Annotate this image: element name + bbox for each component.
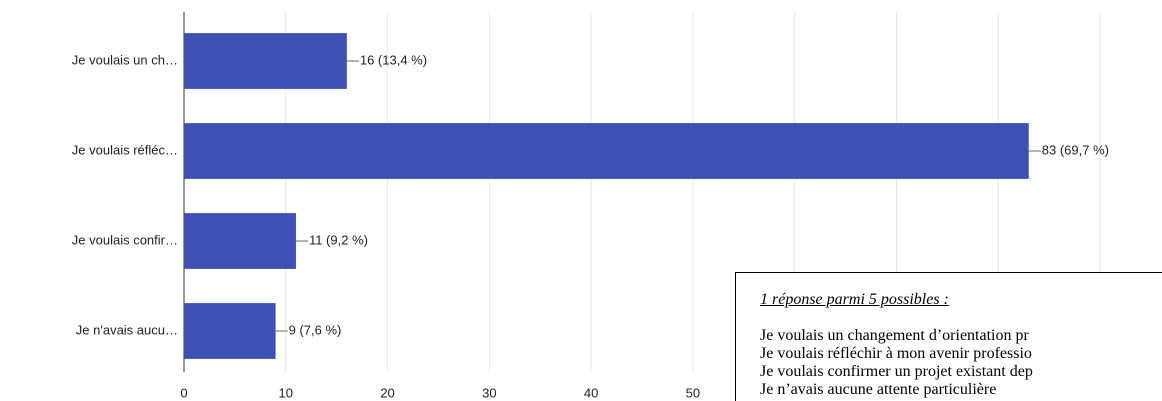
value-label: 16 (13,4 %): [360, 52, 427, 67]
value-label: 11 (9,2 %): [309, 232, 368, 247]
box-line: Autre: [760, 399, 1162, 401]
box-title: 1 réponse parmi 5 possibles :: [760, 291, 949, 308]
x-tick-label: 0: [180, 385, 187, 400]
box-line: Je n’avais aucune attente particulière: [760, 381, 997, 398]
bar: [184, 213, 296, 269]
box-line: Je voulais confirmer un projet existant …: [760, 363, 1033, 380]
y-tick-label: Je n'avais aucu…: [76, 322, 178, 337]
bar: [184, 123, 1029, 179]
bar: [184, 33, 347, 89]
x-tick-label: 20: [380, 385, 394, 400]
y-tick-label: Je voulais un ch…: [72, 52, 178, 67]
x-tick-label: 40: [584, 385, 598, 400]
value-label: 83 (69,7 %): [1042, 142, 1109, 157]
y-tick-label: Je voulais confir…: [72, 232, 178, 247]
x-tick-label: 50: [686, 385, 700, 400]
y-tick-label: Je voulais réfléc…: [72, 142, 178, 157]
box-lines: Je voulais un changement d’orientation p…: [760, 327, 1162, 401]
text-box: 1 réponse parmi 5 possibles : Je voulais…: [735, 272, 1162, 401]
value-label: 9 (7,6 %): [289, 322, 342, 337]
bar: [184, 303, 276, 359]
x-tick-label: 30: [482, 385, 496, 400]
box-line: Je voulais un changement d’orientation p…: [760, 327, 1029, 344]
x-tick-label: 10: [279, 385, 293, 400]
box-line: Je voulais réfléchir à mon avenir profes…: [760, 345, 1032, 362]
